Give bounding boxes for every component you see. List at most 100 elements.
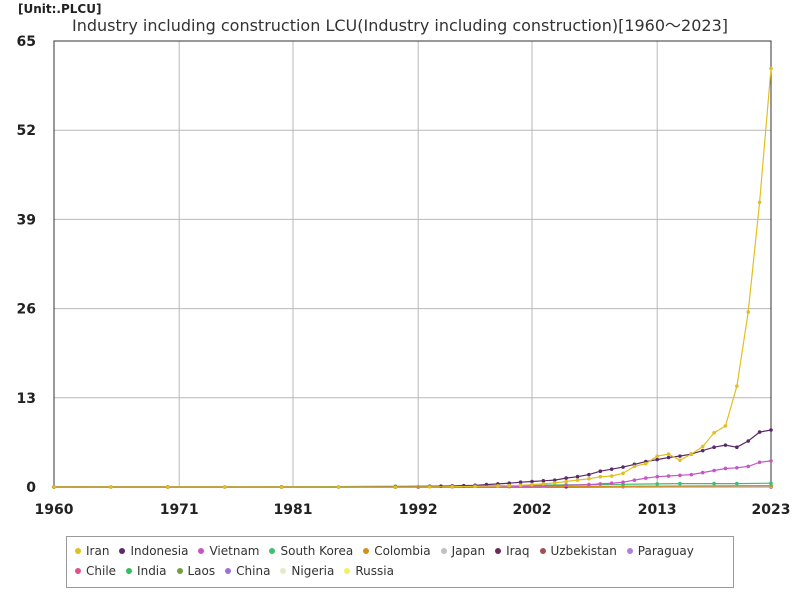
series-iran — [52, 66, 773, 489]
data-point — [109, 485, 113, 489]
data-point — [735, 465, 739, 470]
data-point — [700, 444, 705, 449]
data-point — [587, 476, 591, 481]
data-point — [598, 482, 603, 486]
legend-item: Paraguay — [626, 543, 694, 563]
y-tick-label: 13 — [17, 391, 36, 407]
data-point — [644, 476, 648, 480]
legend-label: Vietnam — [209, 544, 260, 558]
data-point — [279, 485, 284, 489]
legend-item: Japan — [440, 543, 486, 563]
legend-label: Laos — [187, 564, 216, 578]
legend-swatch — [626, 547, 633, 554]
data-point — [587, 472, 591, 477]
data-point — [587, 482, 591, 487]
series-south-korea — [52, 481, 773, 489]
legend-label: Uzbekistan — [550, 544, 617, 558]
data-point — [609, 481, 614, 486]
data-point — [746, 439, 751, 443]
legend-swatch — [344, 567, 351, 574]
y-tick-label: 52 — [17, 123, 36, 139]
data-point — [666, 455, 671, 460]
legend-item: Vietnam — [198, 543, 259, 563]
legend-swatch — [495, 547, 502, 554]
data-point — [598, 469, 603, 474]
unit-label: [Unit:.PLCU] — [18, 2, 102, 16]
data-point — [655, 457, 659, 462]
legend-swatch — [225, 567, 232, 574]
data-point — [678, 481, 682, 486]
data-point — [530, 482, 534, 487]
legend-item: Chile — [75, 563, 116, 583]
legend-label: India — [137, 564, 167, 578]
data-point — [700, 448, 705, 453]
legend-label: Nigeria — [291, 564, 335, 578]
series-line — [54, 429, 772, 488]
legend-item: Iran — [75, 543, 109, 563]
data-point — [769, 428, 773, 432]
data-point — [530, 479, 534, 484]
data-point — [552, 478, 557, 482]
legend-swatch — [75, 567, 81, 574]
data-point — [723, 443, 728, 447]
legend-label: South Korea — [280, 544, 354, 558]
y-tick-label: 39 — [17, 212, 36, 228]
legend-label: Japan — [451, 544, 486, 558]
x-tick-label: 1971 — [160, 502, 199, 518]
data-point — [393, 485, 398, 489]
chart-title: Industry including construction LCU(Indu… — [72, 16, 728, 35]
data-point — [689, 452, 694, 456]
data-point — [336, 485, 341, 489]
legend-item: Indonesia — [119, 543, 188, 563]
legend-swatch — [363, 547, 370, 554]
legend-label: Iraq — [506, 544, 530, 558]
data-point — [632, 464, 637, 469]
legend-item: Nigeria — [280, 563, 334, 583]
data-point — [52, 485, 56, 489]
data-point — [166, 485, 170, 489]
data-point — [723, 424, 728, 428]
data-point — [757, 200, 762, 205]
data-point — [655, 482, 659, 486]
series-lines — [52, 66, 773, 489]
data-point — [609, 474, 614, 478]
legend-swatch — [126, 567, 133, 574]
legend-swatch — [269, 547, 276, 554]
data-point — [735, 445, 739, 450]
x-tick-label: 2023 — [752, 502, 791, 518]
data-point — [439, 484, 443, 488]
legend-label: China — [236, 564, 271, 578]
legend-swatch — [75, 547, 81, 554]
data-point — [712, 430, 716, 435]
x-tick-label: 1992 — [399, 502, 438, 518]
legend-label: Russia — [355, 564, 394, 578]
legend-swatch — [539, 547, 546, 554]
data-point — [712, 468, 716, 473]
data-point — [700, 470, 705, 475]
legend-item: India — [126, 563, 167, 583]
data-point — [746, 464, 751, 469]
data-point — [621, 480, 625, 484]
data-point — [473, 484, 477, 489]
legend-item: Iraq — [495, 543, 530, 563]
data-point — [655, 454, 659, 458]
data-point — [575, 474, 580, 479]
data-point — [712, 445, 716, 450]
data-point — [222, 485, 227, 489]
data-point — [632, 478, 637, 482]
data-point — [518, 480, 523, 484]
y-tick-label: 0 — [26, 480, 36, 496]
data-point — [564, 476, 568, 480]
data-point — [564, 483, 568, 488]
plot-area-border — [53, 40, 772, 488]
series-line — [54, 460, 772, 488]
legend-swatch — [119, 547, 126, 554]
data-point — [757, 460, 762, 465]
legend-item: Uzbekistan — [539, 543, 617, 563]
x-tick-label: 2002 — [513, 502, 552, 518]
data-point — [496, 484, 500, 488]
legend-label: Paraguay — [637, 544, 694, 558]
data-point — [598, 474, 603, 479]
data-point — [769, 66, 773, 71]
